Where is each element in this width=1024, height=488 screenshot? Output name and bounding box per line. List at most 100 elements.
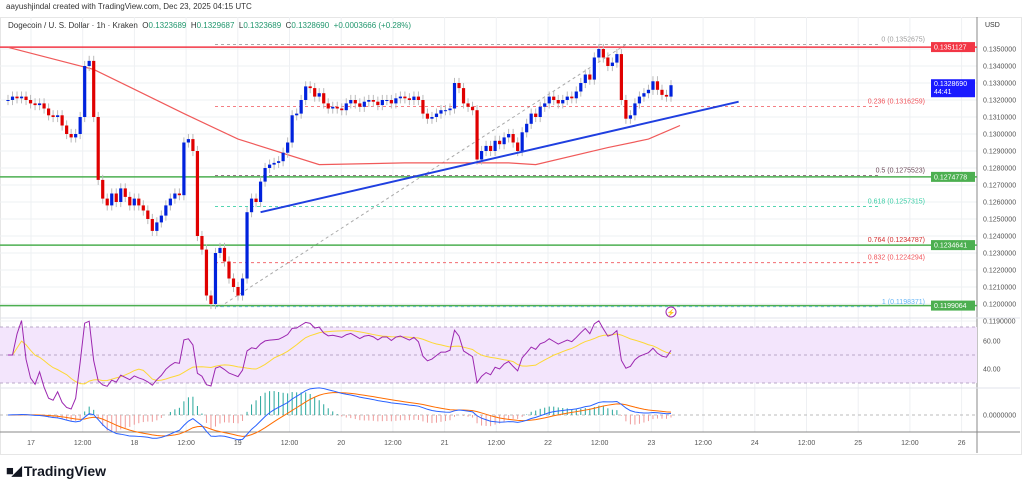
countdown-text: 44:41 <box>934 89 952 96</box>
price-tick-label: 0.1260000 <box>983 200 1016 207</box>
time-tick-label: 12:00 <box>591 440 609 447</box>
candle <box>236 287 240 296</box>
candle <box>123 188 127 197</box>
candle <box>69 134 73 138</box>
candle <box>281 152 285 162</box>
fib-level-label: 0.618 (0.1257315) <box>868 199 925 206</box>
candle <box>326 103 330 109</box>
candle <box>362 101 366 107</box>
lightning-icon <box>665 306 677 318</box>
candle <box>277 161 281 163</box>
candle <box>200 236 204 250</box>
candle <box>317 93 321 97</box>
candle <box>349 100 353 104</box>
candle <box>655 81 660 90</box>
candle <box>633 103 637 116</box>
candle <box>452 83 457 109</box>
candle <box>245 212 249 279</box>
price-level-badge-text: 0.1351127 <box>934 45 967 52</box>
candle <box>556 100 560 104</box>
price-tick-label: 0.1200000 <box>983 302 1016 309</box>
candle <box>267 164 272 168</box>
time-tick-label: 20 <box>337 440 345 447</box>
candle <box>511 134 515 143</box>
time-tick-label: 12:00 <box>798 440 816 447</box>
candle <box>565 96 569 100</box>
candle <box>606 57 610 66</box>
candle <box>209 295 213 304</box>
candle <box>610 62 614 66</box>
fib-level-label: 0 (0.1352675) <box>881 36 925 43</box>
candle <box>439 110 443 114</box>
candle <box>119 188 123 202</box>
candle <box>385 100 389 101</box>
candle <box>484 145 488 151</box>
candle <box>313 88 317 97</box>
candle <box>344 103 348 111</box>
candle <box>56 115 60 117</box>
candle <box>507 134 511 138</box>
candle <box>534 113 538 117</box>
time-tick-label: 12:00 <box>384 440 402 447</box>
candle <box>543 103 547 107</box>
candle <box>195 151 200 236</box>
candle <box>475 110 479 160</box>
candle <box>60 115 64 126</box>
candle <box>421 100 425 114</box>
fib-level-label: 1 (0.1198371) <box>882 299 925 306</box>
time-tick-label: 22 <box>544 440 552 447</box>
candle <box>141 205 145 211</box>
time-tick-label: 18 <box>131 440 139 447</box>
candle <box>624 100 628 119</box>
open-value: 0.1323689 <box>148 21 187 30</box>
candle <box>46 108 51 116</box>
candle <box>479 151 484 160</box>
macd-tick-label: 0.0000000 <box>983 413 1016 420</box>
candle <box>380 100 384 106</box>
candle <box>331 106 335 109</box>
candle <box>498 140 502 145</box>
price-tick-label: 0.1210000 <box>983 285 1016 292</box>
time-tick-label: 25 <box>854 440 862 447</box>
candle <box>642 93 646 97</box>
price-tick-label: 0.1250000 <box>983 217 1016 224</box>
candle <box>335 106 339 109</box>
candle <box>412 96 416 100</box>
fib-level-label: 0.832 (0.1224294) <box>868 255 925 262</box>
time-tick-label: 12:00 <box>694 440 712 447</box>
candle <box>155 222 159 231</box>
candle <box>114 193 118 202</box>
candle <box>240 278 245 296</box>
tradingview-logo[interactable]: ■◢ TradingView <box>6 463 107 479</box>
price-level-badge-text: 0.1199064 <box>934 303 967 310</box>
time-tick-label: 26 <box>958 440 966 447</box>
change-value: +0.0003666 (+0.28%) <box>333 21 412 30</box>
candle <box>547 96 551 104</box>
candle <box>371 100 375 102</box>
candle <box>132 198 136 206</box>
candle <box>231 278 236 287</box>
price-tick-label: 0.1310000 <box>983 115 1016 122</box>
candle <box>105 198 109 206</box>
candle <box>204 249 209 296</box>
price-level-badge <box>931 300 975 311</box>
candle <box>33 103 37 106</box>
time-tick-label: 12:00 <box>901 440 919 447</box>
symbol-name[interactable]: Dogecoin / U. S. Dollar · 1h · Kraken <box>8 21 138 30</box>
candle <box>443 110 448 112</box>
candle <box>529 113 533 124</box>
candle <box>295 113 299 116</box>
time-tick-label: 21 <box>441 440 449 447</box>
price-tick-label: 0.1330000 <box>983 81 1016 88</box>
candle <box>304 86 308 100</box>
time-tick-label: 24 <box>751 440 759 447</box>
price-tick-label: 0.1280000 <box>983 166 1016 173</box>
candle <box>651 81 655 90</box>
candle <box>588 74 592 80</box>
candle <box>258 181 263 202</box>
candle <box>367 100 371 102</box>
time-tick-label: 12:00 <box>74 440 92 447</box>
candle <box>182 142 186 196</box>
candle <box>461 88 466 104</box>
